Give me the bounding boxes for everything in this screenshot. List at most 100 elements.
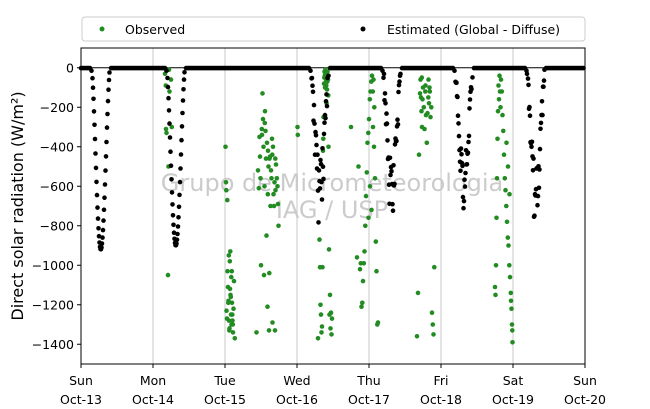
observed-point	[507, 263, 512, 268]
observed-point	[369, 73, 375, 78]
estimated-point	[525, 76, 531, 81]
estimated-point	[455, 113, 461, 118]
estimated-point	[458, 168, 463, 174]
estimated-point	[394, 138, 399, 144]
estimated-point	[383, 101, 388, 106]
observed-point	[371, 144, 377, 150]
estimated-point	[387, 155, 393, 161]
estimated-point	[174, 241, 179, 246]
observed-point	[324, 83, 329, 88]
observed-point	[422, 126, 427, 132]
estimated-point	[168, 149, 173, 154]
observed-point	[357, 266, 363, 272]
y-tick-label: −1400	[32, 337, 74, 352]
observed-point	[270, 320, 275, 325]
watermark: Grupo de Micrometeorologia IAG / USP	[161, 169, 503, 224]
observed-point	[509, 306, 514, 312]
observed-point	[260, 91, 265, 96]
estimated-point	[532, 213, 537, 218]
observed-point	[509, 322, 515, 327]
estimated-point	[535, 202, 540, 208]
estimated-point	[396, 89, 401, 95]
estimated-point	[99, 245, 104, 250]
estimated-point	[169, 177, 174, 182]
observed-point	[318, 312, 324, 317]
observed-point	[417, 91, 423, 96]
estimated-point	[181, 77, 187, 82]
y-tick-label: −400	[40, 139, 74, 154]
x-tick-label-day: Wed	[283, 373, 310, 388]
legend-box	[81, 16, 586, 42]
observed-point	[274, 176, 280, 181]
observed-point	[167, 89, 172, 94]
estimated-point	[91, 96, 96, 102]
observed-point	[229, 300, 235, 306]
estimated-point	[535, 193, 541, 199]
estimated-point	[175, 224, 181, 229]
estimated-point	[93, 151, 98, 156]
estimated-point	[315, 152, 320, 157]
x-tick-label-day: Mon	[140, 373, 166, 388]
estimated-point	[324, 92, 329, 97]
estimated-point	[463, 170, 468, 176]
estimated-point	[309, 75, 315, 81]
estimated-point	[529, 139, 535, 145]
estimated-point	[531, 156, 536, 161]
estimated-point	[179, 124, 185, 129]
observed-point	[426, 77, 431, 82]
observed-point	[326, 247, 332, 252]
observed-point	[356, 164, 361, 169]
estimated-point	[167, 135, 173, 140]
estimated-point	[314, 142, 319, 148]
observed-point	[321, 136, 326, 142]
x-tick-label-day: Tue	[213, 373, 236, 388]
observed-point	[265, 191, 271, 197]
estimated-point	[524, 71, 530, 77]
observed-point	[500, 112, 505, 118]
observed-point	[416, 152, 422, 157]
y-tick-label: −200	[40, 100, 74, 115]
estimated-point	[381, 75, 386, 81]
estimated-point	[385, 138, 390, 143]
observed-point	[426, 101, 432, 106]
observed-point	[256, 185, 262, 191]
observed-point	[317, 237, 322, 242]
observed-point	[510, 340, 515, 345]
legend-observed-label: Observed	[125, 22, 185, 37]
observed-point	[268, 203, 273, 209]
observed-point	[228, 249, 233, 254]
estimated-point	[317, 186, 323, 191]
y-tick-label: −600	[40, 179, 74, 194]
estimated-point	[313, 133, 319, 138]
observed-point	[504, 140, 509, 146]
observed-point	[372, 176, 378, 181]
observed-point	[414, 334, 420, 339]
y-axis-label: Direct solar radiation (W/m²)	[8, 91, 27, 320]
observed-point	[231, 306, 236, 312]
estimated-point	[104, 139, 109, 145]
observed-point	[226, 300, 231, 306]
x-tick-label-date: Oct-20	[564, 392, 606, 407]
observed-point	[495, 136, 500, 142]
observed-point	[496, 83, 501, 88]
observed-point	[230, 312, 235, 317]
estimated-point	[538, 120, 544, 126]
observed-point	[359, 304, 364, 310]
estimated-point	[105, 111, 110, 117]
estimated-point	[100, 235, 105, 240]
observed-point	[269, 176, 274, 181]
observed-point	[268, 168, 274, 173]
observed-point	[496, 97, 502, 102]
estimated-point	[91, 109, 97, 114]
estimated-point	[390, 208, 396, 213]
observed-point	[502, 176, 508, 181]
observed-point	[259, 132, 265, 138]
observed-point	[223, 144, 228, 150]
estimated-point	[165, 75, 170, 81]
observed-point	[319, 330, 324, 335]
estimated-point	[89, 68, 94, 73]
observed-point	[230, 330, 236, 335]
observed-point	[229, 268, 235, 274]
observed-point	[164, 130, 169, 136]
observed-point	[273, 187, 278, 193]
